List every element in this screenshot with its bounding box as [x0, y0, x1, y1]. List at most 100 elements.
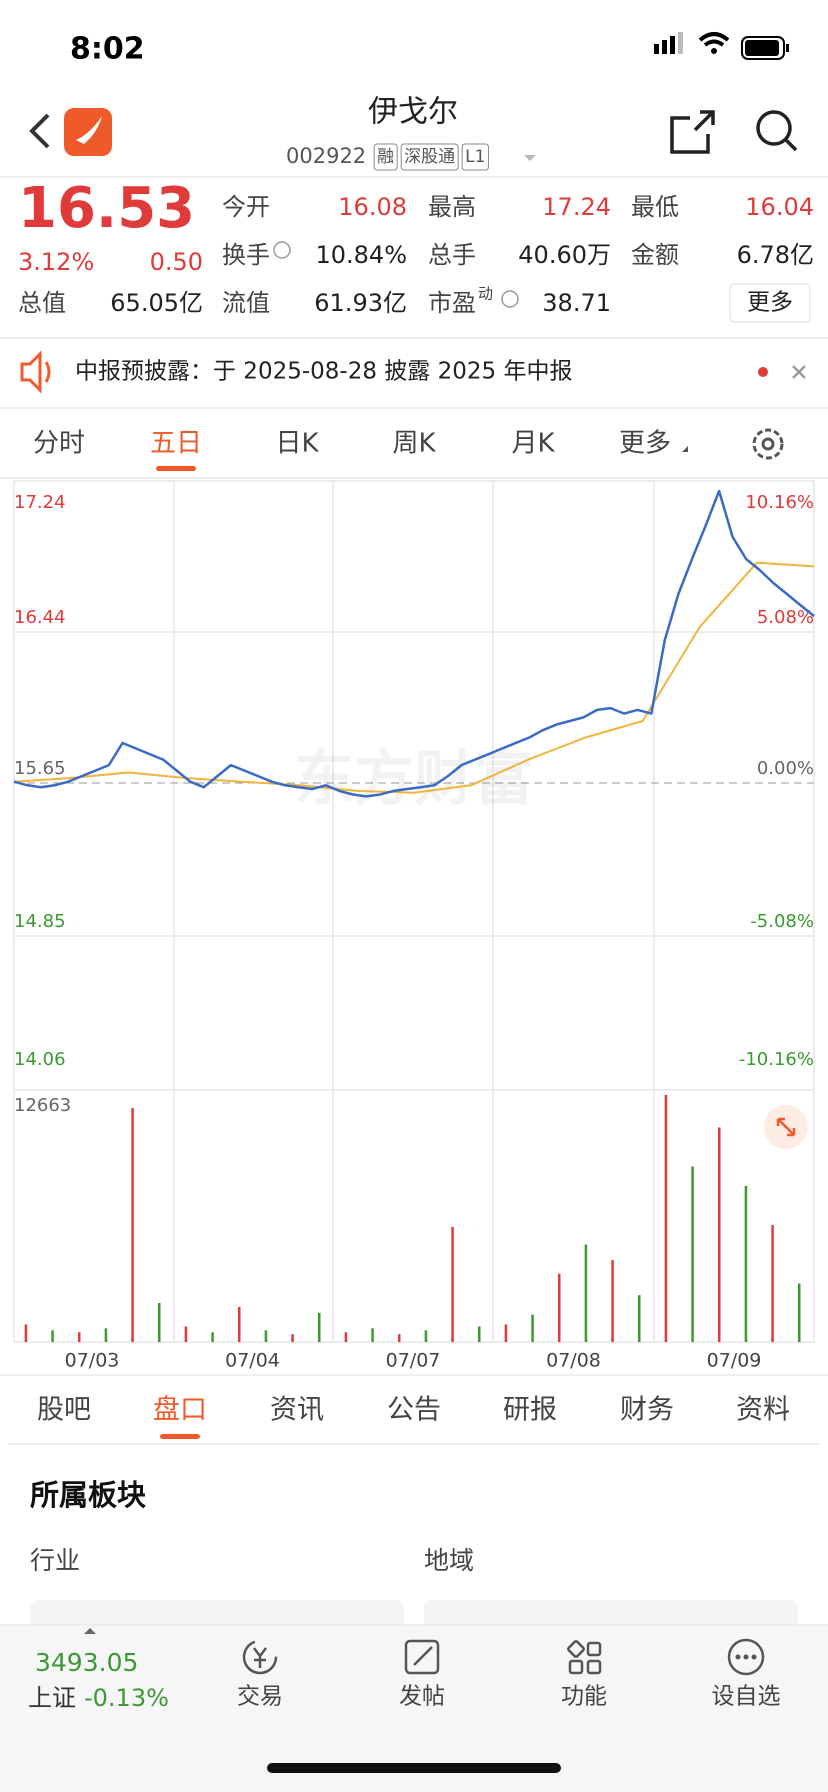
- volume-bar: [398, 1334, 401, 1342]
- stock-code: 002922: [286, 144, 366, 168]
- nav-icons: [242, 1638, 765, 1676]
- stock-tag: 深股通: [404, 147, 455, 167]
- volume-bar: [691, 1166, 694, 1342]
- close-button[interactable]: [792, 365, 806, 379]
- tag-box: [400, 143, 459, 171]
- detail-tab[interactable]: 股吧: [37, 1395, 91, 1426]
- nav-item[interactable]: 功能: [561, 1684, 607, 1710]
- volume-bar: [51, 1330, 54, 1342]
- chart-tab[interactable]: 日K: [275, 429, 319, 459]
- volume-max-label: 12663: [14, 1095, 71, 1116]
- detail-tab[interactable]: 公告: [387, 1395, 441, 1426]
- left-axis-label: 14.06: [14, 1049, 66, 1070]
- watermark: 东方财富: [294, 745, 534, 815]
- date-label: 07/07: [386, 1350, 441, 1372]
- share-button[interactable]: [670, 110, 715, 154]
- chart-tab[interactable]: 月K: [511, 429, 555, 459]
- field-label-sup: 动: [478, 285, 493, 303]
- volume-bar: [718, 1127, 721, 1342]
- volume-bar: [478, 1326, 481, 1342]
- left-axis-label: 17.24: [14, 492, 66, 513]
- chart-tab[interactable]: 更多: [619, 429, 671, 459]
- chart-tab[interactable]: 分时: [33, 429, 85, 459]
- volume-bar: [531, 1314, 534, 1342]
- volume-bar: [78, 1332, 81, 1342]
- more-arrow: [682, 446, 688, 452]
- info-icon: [501, 290, 519, 308]
- volume-bar: [451, 1226, 454, 1342]
- volume-bar: [24, 1324, 28, 1342]
- field-value: 38.71: [542, 289, 611, 317]
- field-value: 16.04: [745, 193, 814, 221]
- nav-item[interactable]: 发帖: [399, 1684, 445, 1710]
- field-label: 最低: [631, 193, 679, 221]
- date-label: 07/03: [65, 1350, 120, 1372]
- volume-bar: [158, 1302, 161, 1342]
- field-label: 今开: [222, 193, 270, 221]
- field-value: 65.05亿: [110, 289, 203, 317]
- field-label: 市盈: [428, 289, 476, 317]
- volume-bar: [291, 1334, 294, 1342]
- chart-tab[interactable]: 五日: [150, 429, 202, 459]
- detail-tab[interactable]: 资料: [736, 1395, 790, 1426]
- section-title: 所属板块: [30, 1478, 146, 1512]
- volume-bar: [558, 1273, 561, 1342]
- nav-item[interactable]: 交易: [237, 1684, 283, 1710]
- detail-tab[interactable]: 财务: [620, 1395, 674, 1426]
- volume-bar: [211, 1332, 214, 1342]
- field-label: 总值: [18, 289, 66, 317]
- search-button[interactable]: [756, 110, 798, 152]
- detail-tab[interactable]: 研报: [503, 1395, 557, 1426]
- stock-tag: 融: [377, 147, 394, 167]
- expand-icon: [776, 1117, 796, 1137]
- notice-dot: [758, 367, 768, 377]
- detail-tab[interactable]: 盘口: [153, 1395, 207, 1426]
- volume-bar: [638, 1295, 641, 1342]
- right-axis-label: -10.16%: [739, 1049, 814, 1070]
- right-axis-label: 10.16%: [745, 492, 814, 513]
- field-label: 最高: [428, 193, 476, 221]
- chart-tab[interactable]: 周K: [392, 429, 436, 459]
- volume-bar: [771, 1224, 774, 1342]
- settings-button[interactable]: [752, 428, 784, 460]
- volume-bar: [344, 1332, 348, 1342]
- left-axis-label: 16.44: [14, 607, 66, 628]
- date-label: 07/09: [707, 1350, 762, 1372]
- volume-bar: [504, 1324, 508, 1342]
- notice-text: 中报预披露：于 2025-08-28 披露 2025 年中报: [75, 359, 572, 385]
- right-axis-label: 5.08%: [757, 607, 814, 628]
- avg-line: [13, 561, 815, 794]
- detail-tab[interactable]: 资讯: [270, 1395, 324, 1426]
- back-button[interactable]: [29, 113, 50, 149]
- separators: [0, 176, 828, 1445]
- last-price: 16.53: [18, 176, 195, 241]
- date-label: 07/04: [225, 1350, 280, 1372]
- left-axis-label: 14.85: [14, 911, 66, 932]
- volume-bar: [424, 1330, 428, 1342]
- tag-box: [373, 143, 398, 171]
- date-label: 07/08: [546, 1350, 601, 1372]
- field-value: 17.24: [542, 193, 611, 221]
- logo-mark: [76, 116, 102, 144]
- field-value: 16.08: [338, 193, 407, 221]
- app-logo: [64, 108, 112, 156]
- stock-tag: L1: [465, 147, 485, 167]
- volume-bar: [611, 1260, 614, 1342]
- section-col: 地域: [424, 1546, 474, 1575]
- field-label: 总手: [428, 241, 476, 269]
- field-value: 10.84%: [315, 241, 407, 269]
- more-button[interactable]: [729, 283, 811, 323]
- field-value: 61.93亿: [314, 289, 407, 317]
- index-value: 3493.05: [35, 1648, 138, 1677]
- status-icons: [654, 32, 789, 60]
- more-button-label[interactable]: 更多: [747, 290, 793, 316]
- nav-item[interactable]: 设自选: [712, 1684, 781, 1710]
- index-name: 上证: [28, 1684, 76, 1712]
- volume-bar: [584, 1244, 588, 1342]
- tab-underline: [156, 466, 196, 471]
- stock-name: 伊戈尔: [368, 95, 458, 130]
- field-label: 流值: [222, 289, 270, 317]
- index-change: -0.13%: [84, 1684, 169, 1712]
- chart-frame: [13, 480, 815, 1343]
- volume-bar: [264, 1330, 268, 1342]
